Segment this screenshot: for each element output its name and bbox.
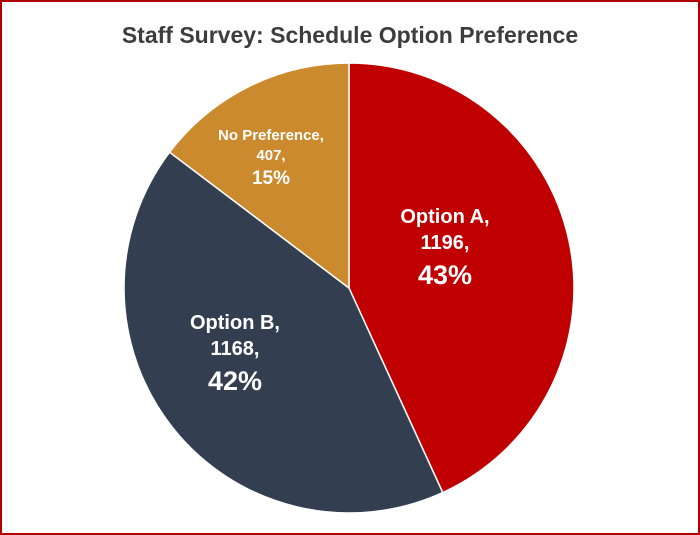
slice-name-option-b: Option B,: [190, 312, 280, 334]
pie-slice-option-b: [123, 151, 444, 514]
slice-name-option-a: Option A,: [400, 206, 490, 228]
slice-label-no-preference: No Preference, 407, 15%: [196, 126, 346, 192]
chart-title: Staff Survey: Schedule Option Preference: [121, 22, 579, 48]
slice-percent-option-a: 43%: [417, 260, 473, 290]
slice-name-no-preference: No Preference,: [218, 127, 324, 144]
pie-slice-no-preference: [168, 62, 350, 290]
pie-slice-option-a: [348, 62, 575, 494]
slice-percent-no-preference: 15%: [251, 168, 291, 189]
slice-count-no-preference: 407,: [256, 146, 286, 164]
slice-count-option-a: 1196,: [420, 232, 470, 254]
slice-label-option-b: Option B, 1168, 42%: [160, 310, 310, 399]
slice-percent-option-b: 42%: [207, 366, 263, 396]
slice-label-option-a: Option A, 1196, 43%: [370, 204, 520, 293]
slice-count-option-b: 1168,: [210, 338, 260, 360]
